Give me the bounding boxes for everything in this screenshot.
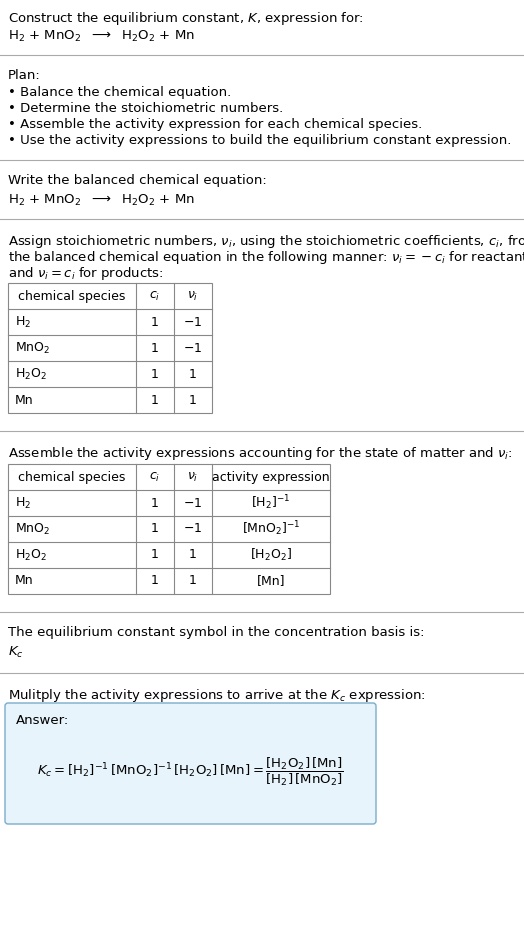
Text: • Determine the stoichiometric numbers.: • Determine the stoichiometric numbers. (8, 102, 283, 115)
Text: Plan:: Plan: (8, 69, 41, 82)
Text: $\mathregular{MnO_2}$: $\mathregular{MnO_2}$ (15, 341, 50, 356)
Text: the balanced chemical equation in the following manner: $\nu_i = -c_i$ for react: the balanced chemical equation in the fo… (8, 249, 524, 266)
Text: The equilibrium constant symbol in the concentration basis is:: The equilibrium constant symbol in the c… (8, 626, 424, 639)
Text: 1: 1 (151, 523, 159, 535)
Text: 1: 1 (151, 367, 159, 381)
Text: $K_c = [\mathrm{H_2}]^{-1}\,[\mathrm{MnO_2}]^{-1}\,[\mathrm{H_2O_2}]\,[\mathrm{M: $K_c = [\mathrm{H_2}]^{-1}\,[\mathrm{MnO… (37, 755, 344, 788)
Text: Write the balanced chemical equation:: Write the balanced chemical equation: (8, 174, 267, 187)
Text: $\mathregular{H_2O_2}$: $\mathregular{H_2O_2}$ (15, 366, 47, 381)
Text: $\mathregular{H_2O_2}$: $\mathregular{H_2O_2}$ (15, 548, 47, 563)
Text: Mulitply the activity expressions to arrive at the $K_c$ expression:: Mulitply the activity expressions to arr… (8, 687, 426, 704)
Text: $\nu_i$: $\nu_i$ (187, 471, 199, 484)
Text: $[\mathregular{MnO_2}]^{-1}$: $[\mathregular{MnO_2}]^{-1}$ (242, 520, 300, 538)
Text: chemical species: chemical species (18, 471, 126, 483)
Text: Mn: Mn (15, 574, 34, 587)
Text: • Assemble the activity expression for each chemical species.: • Assemble the activity expression for e… (8, 118, 422, 131)
FancyBboxPatch shape (5, 703, 376, 824)
Text: $\mathregular{H_2}$ + $\mathregular{MnO_2}$  $\longrightarrow$  $\mathregular{H_: $\mathregular{H_2}$ + $\mathregular{MnO_… (8, 29, 195, 44)
Text: 1: 1 (151, 574, 159, 587)
Text: • Balance the chemical equation.: • Balance the chemical equation. (8, 86, 231, 99)
Text: and $\nu_i = c_i$ for products:: and $\nu_i = c_i$ for products: (8, 265, 163, 282)
Text: Assemble the activity expressions accounting for the state of matter and $\nu_i$: Assemble the activity expressions accoun… (8, 445, 512, 462)
Text: 1: 1 (189, 574, 197, 587)
Bar (8, 464, 330, 594)
Text: $-1$: $-1$ (183, 496, 203, 510)
Text: $K_c$: $K_c$ (8, 645, 24, 661)
Text: [Mn]: [Mn] (257, 574, 285, 587)
Text: Assign stoichiometric numbers, $\nu_i$, using the stoichiometric coefficients, $: Assign stoichiometric numbers, $\nu_i$, … (8, 233, 524, 250)
Text: $[\mathregular{H_2O_2}]$: $[\mathregular{H_2O_2}]$ (250, 547, 292, 563)
Bar (8, 283, 212, 413)
Text: 1: 1 (151, 315, 159, 328)
Text: 1: 1 (151, 549, 159, 562)
Text: Construct the equilibrium constant, $K$, expression for:: Construct the equilibrium constant, $K$,… (8, 10, 364, 27)
Text: • Use the activity expressions to build the equilibrium constant expression.: • Use the activity expressions to build … (8, 134, 511, 147)
Text: 1: 1 (189, 367, 197, 381)
Text: Mn: Mn (15, 394, 34, 406)
Text: $-1$: $-1$ (183, 523, 203, 535)
Text: $c_i$: $c_i$ (149, 289, 161, 303)
Text: chemical species: chemical species (18, 289, 126, 303)
Text: 1: 1 (151, 496, 159, 510)
Text: $-1$: $-1$ (183, 342, 203, 355)
Text: 1: 1 (151, 394, 159, 406)
Text: $\mathregular{H_2}$: $\mathregular{H_2}$ (15, 314, 31, 329)
Text: $\mathregular{H_2}$: $\mathregular{H_2}$ (15, 495, 31, 511)
Text: Answer:: Answer: (16, 714, 69, 727)
Text: $\mathregular{H_2}$ + $\mathregular{MnO_2}$  $\longrightarrow$  $\mathregular{H_: $\mathregular{H_2}$ + $\mathregular{MnO_… (8, 193, 195, 208)
Text: $c_i$: $c_i$ (149, 471, 161, 484)
Text: 1: 1 (151, 342, 159, 355)
Text: 1: 1 (189, 549, 197, 562)
Text: activity expression: activity expression (212, 471, 330, 483)
Text: $-1$: $-1$ (183, 315, 203, 328)
Text: $[\mathregular{H_2}]^{-1}$: $[\mathregular{H_2}]^{-1}$ (252, 493, 291, 512)
Text: $\mathregular{MnO_2}$: $\mathregular{MnO_2}$ (15, 521, 50, 536)
Text: 1: 1 (189, 394, 197, 406)
Text: $\nu_i$: $\nu_i$ (187, 289, 199, 303)
